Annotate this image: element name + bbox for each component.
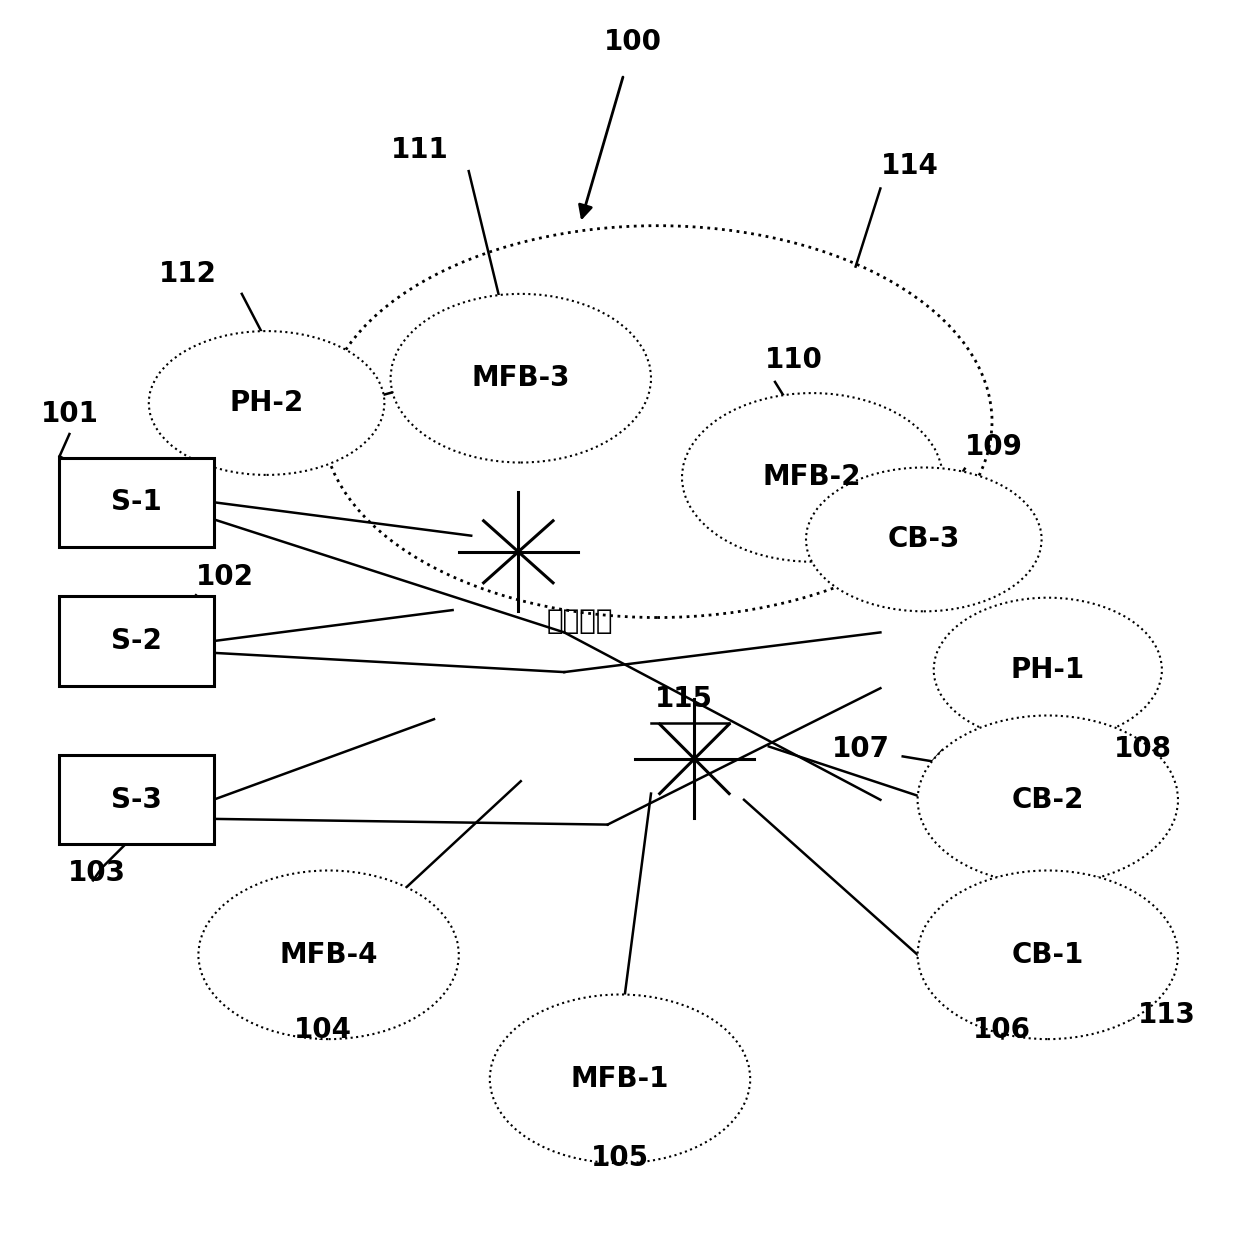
- Text: 106: 106: [973, 1016, 1030, 1044]
- Ellipse shape: [391, 294, 651, 463]
- Ellipse shape: [490, 994, 750, 1163]
- Text: PH-1: PH-1: [1011, 656, 1085, 683]
- Text: MFB-3: MFB-3: [471, 365, 570, 392]
- Text: 109: 109: [965, 433, 1023, 461]
- Text: MFB-1: MFB-1: [570, 1065, 670, 1092]
- Text: 104: 104: [294, 1016, 351, 1044]
- Bar: [60, 755, 213, 844]
- Text: PH-2: PH-2: [229, 389, 304, 417]
- Text: MFB-4: MFB-4: [279, 941, 378, 968]
- Ellipse shape: [682, 393, 942, 562]
- Text: 108: 108: [1114, 734, 1172, 763]
- Text: S-2: S-2: [110, 627, 162, 655]
- Ellipse shape: [806, 467, 1042, 611]
- Bar: [60, 596, 213, 686]
- Ellipse shape: [918, 870, 1178, 1039]
- Text: 102: 102: [196, 563, 254, 591]
- Text: 105: 105: [591, 1143, 649, 1172]
- Ellipse shape: [149, 331, 384, 475]
- Text: 107: 107: [832, 734, 890, 763]
- Text: S-1: S-1: [112, 489, 161, 516]
- Text: 111: 111: [391, 135, 449, 164]
- Text: 113: 113: [1138, 1001, 1197, 1029]
- Text: 112: 112: [159, 259, 217, 288]
- Text: 100: 100: [604, 27, 661, 56]
- Ellipse shape: [918, 715, 1178, 884]
- Bar: [60, 458, 213, 547]
- Text: CB-1: CB-1: [1012, 941, 1084, 968]
- Text: 103: 103: [68, 858, 126, 887]
- Text: 114: 114: [880, 151, 939, 180]
- Text: 115: 115: [655, 684, 713, 713]
- Text: 管道系统: 管道系统: [547, 606, 614, 635]
- Text: MFB-2: MFB-2: [763, 464, 862, 491]
- Text: 110: 110: [765, 346, 823, 374]
- Text: 101: 101: [41, 399, 99, 428]
- Text: CB-3: CB-3: [888, 526, 960, 553]
- Text: S-3: S-3: [110, 786, 162, 813]
- Text: CB-2: CB-2: [1012, 786, 1084, 813]
- Ellipse shape: [198, 870, 459, 1039]
- Ellipse shape: [934, 598, 1162, 742]
